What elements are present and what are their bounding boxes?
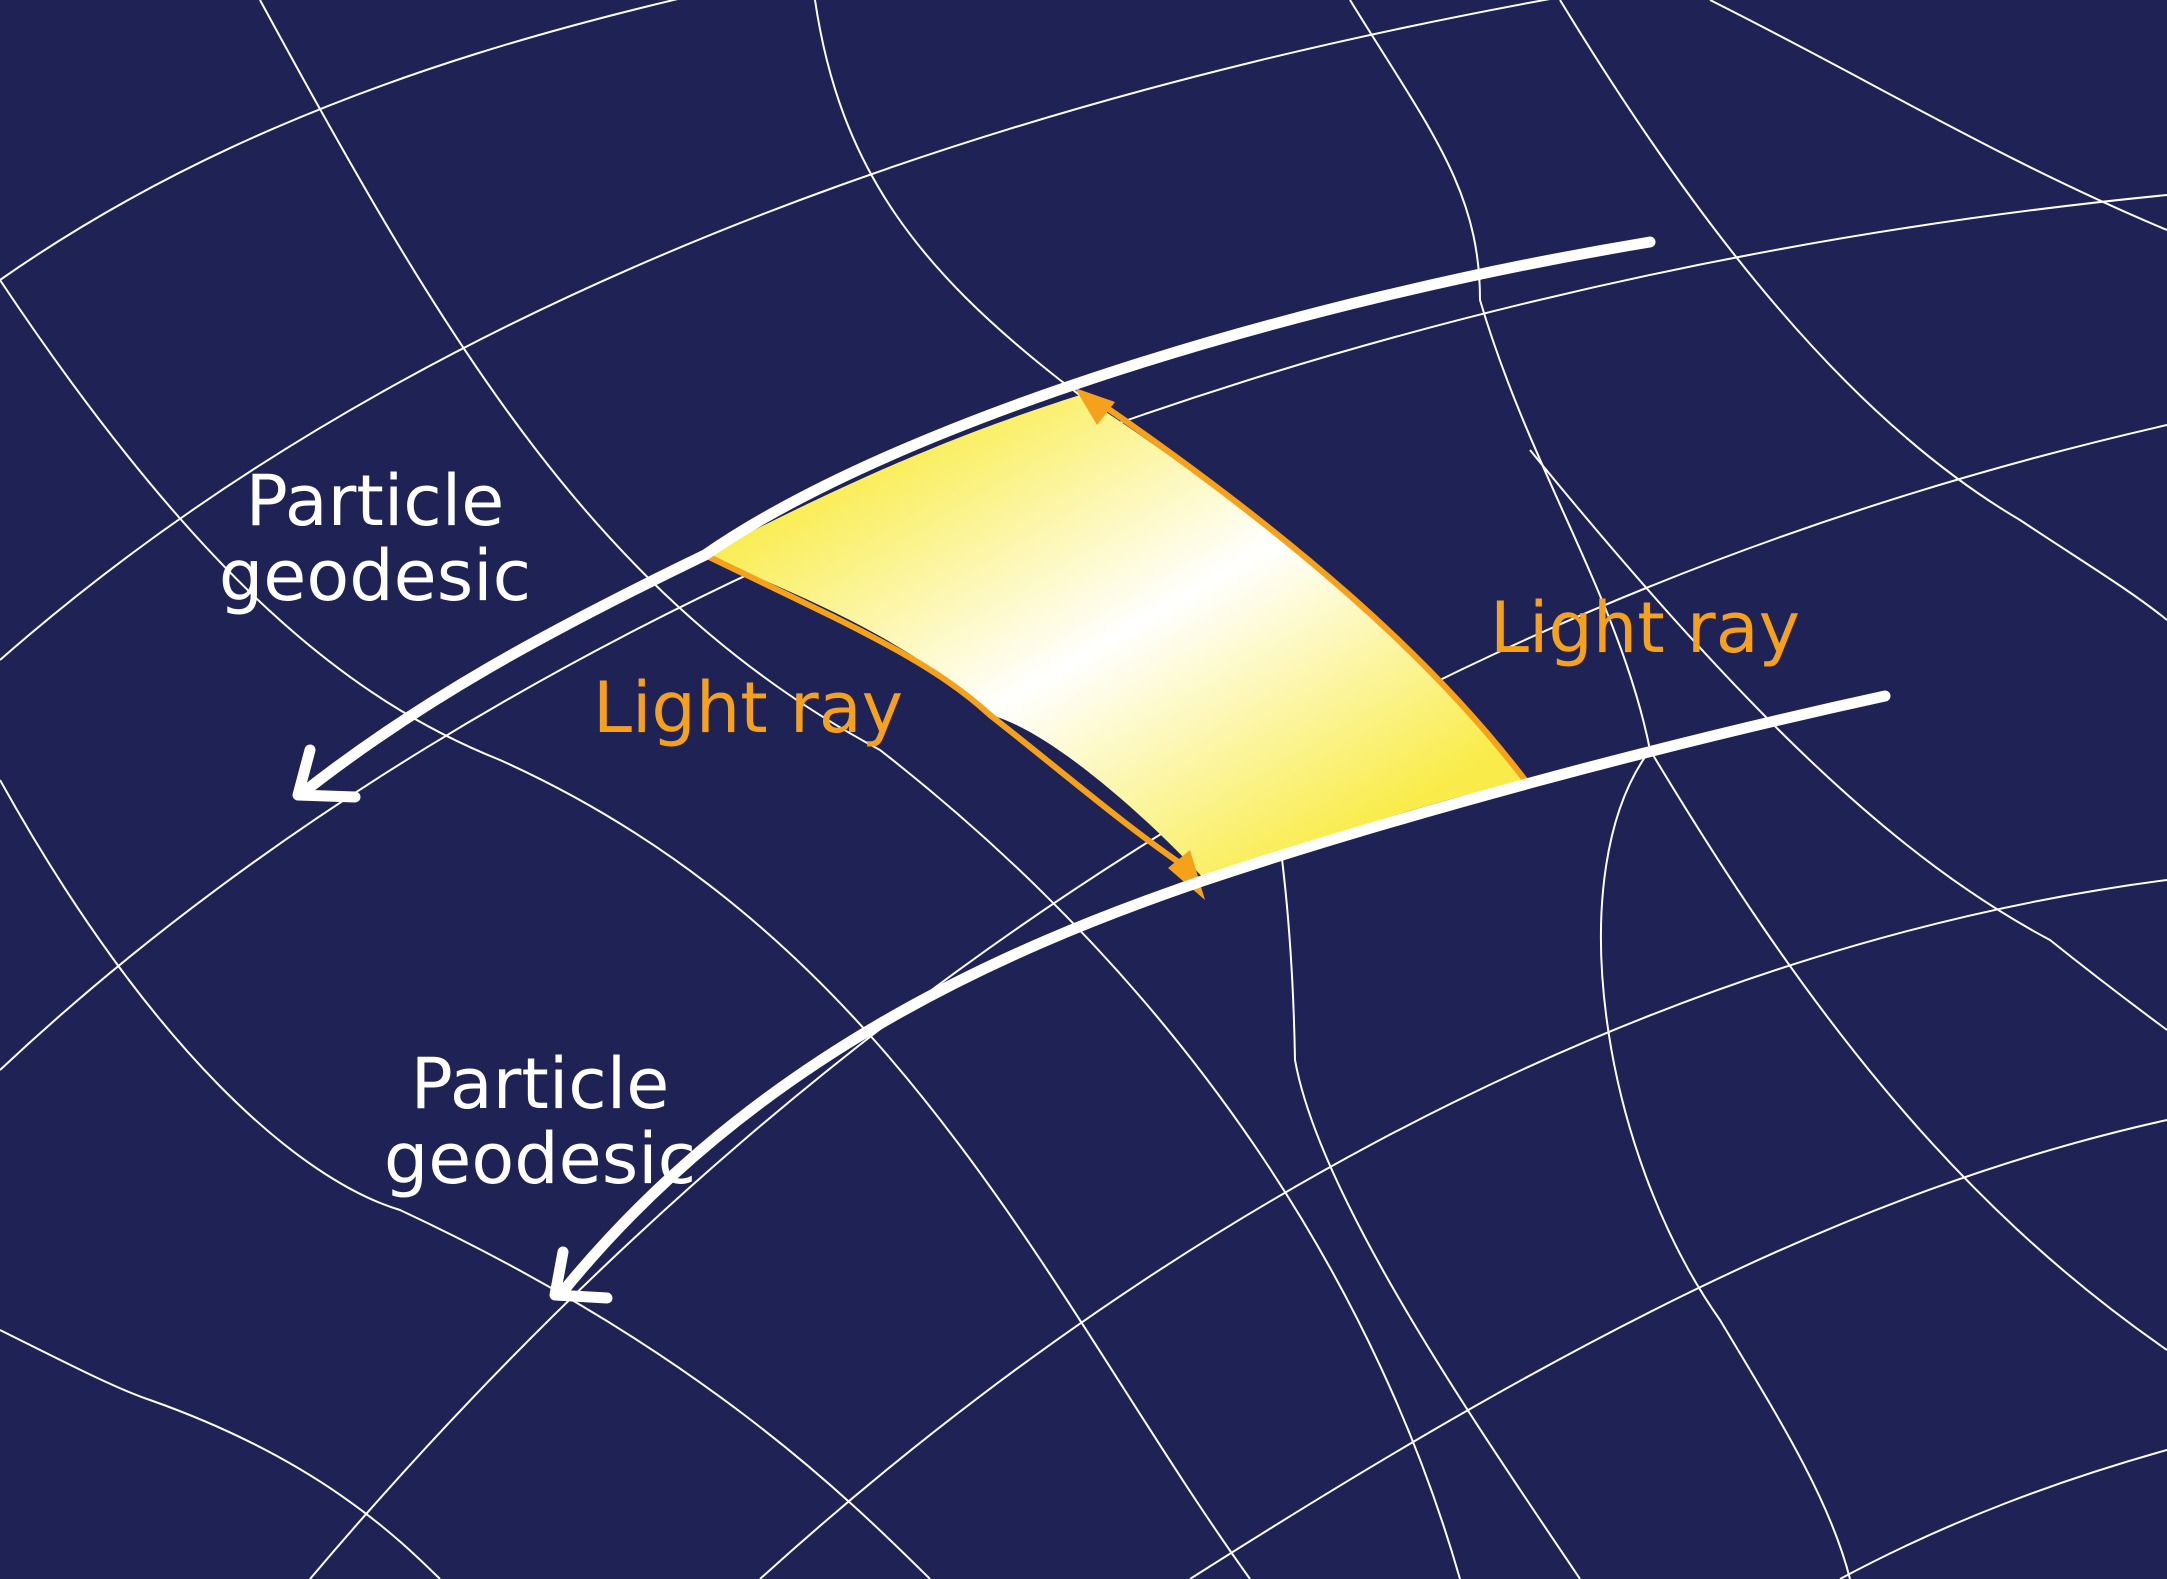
arrowhead-up-icon xyxy=(1075,388,1115,425)
grid-line xyxy=(1529,449,2167,1031)
particle-label-top-line1: Particle xyxy=(246,460,505,542)
geodesic-lower xyxy=(554,690,1891,1301)
grid-line xyxy=(0,779,931,1579)
grid-line xyxy=(1559,0,2167,621)
geodesic-upper xyxy=(294,236,1656,801)
light-cone-band xyxy=(705,395,1525,880)
light-rays xyxy=(702,407,1528,873)
particle-label-top-line2: geodesic xyxy=(219,535,531,617)
grid-line xyxy=(1709,0,2167,231)
geodesic-lower-arrowhead xyxy=(549,1246,613,1304)
grid-line xyxy=(309,424,2167,1579)
particle-label-bottom-line2: geodesic xyxy=(384,1118,696,1200)
light-ray-label-left: Light ray xyxy=(593,667,903,749)
light-ray-upper-path xyxy=(1107,407,1528,783)
particle-label-bottom-line1: Particle xyxy=(411,1043,670,1125)
grid-line xyxy=(259,0,1461,1579)
grid-line xyxy=(759,879,2167,1579)
particle-geodesics xyxy=(292,236,1891,1304)
grid-line xyxy=(1189,1119,2167,1579)
labels: Particle geodesic Particle geodesic Ligh… xyxy=(219,460,1800,1200)
grid-line xyxy=(0,0,1550,661)
light-ray-lower-path xyxy=(702,552,1193,873)
grid-line xyxy=(0,1329,441,1579)
light-ray-label-right: Light ray xyxy=(1490,587,1800,669)
grid-line xyxy=(1649,749,2167,1351)
geodesic-upper-arrowhead xyxy=(292,744,361,803)
grid-line xyxy=(0,279,1251,1579)
grid-line xyxy=(1839,1449,2167,1579)
grid-line xyxy=(0,0,678,281)
